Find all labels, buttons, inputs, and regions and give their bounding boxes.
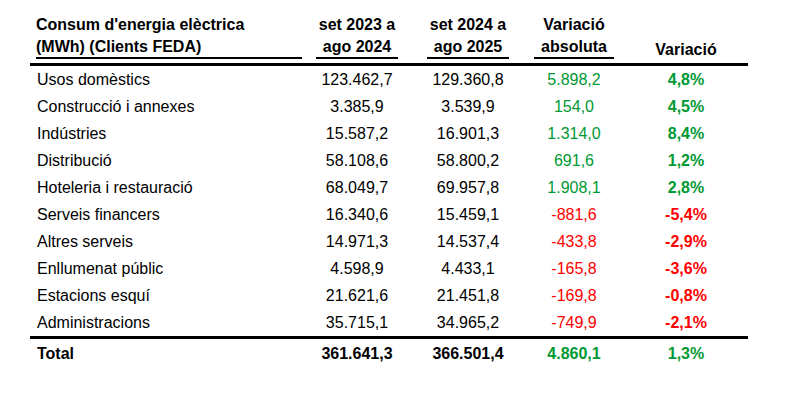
header-period-prev-line2: ago 2024: [316, 36, 398, 59]
header-consumption-title: Consum d'energia elèctrica (MWh) (Client…: [30, 13, 302, 65]
table-row: Indústries 15.587,2 16.901,3 1.314,0 8,4…: [30, 120, 748, 147]
row-variation-abs: -169,8: [524, 282, 624, 309]
row-value-curr: 14.537,4: [412, 228, 524, 255]
row-value-prev: 3.385,9: [302, 93, 412, 120]
header-period-prev-line1: set 2023 a: [302, 13, 412, 36]
row-variation-abs: 691,6: [524, 147, 624, 174]
header-consumption-title-line2: (MWh) (Clients FEDA): [36, 36, 302, 59]
row-value-prev: 35.715,1: [302, 309, 412, 338]
row-value-curr: 21.451,8: [412, 282, 524, 309]
row-value-curr: 58.800,2: [412, 147, 524, 174]
row-label: Administracions: [30, 309, 302, 338]
total-variation-pct: 1,3%: [624, 338, 748, 370]
row-variation-pct: 4,5%: [624, 93, 748, 120]
total-value-curr: 366.501,4: [412, 338, 524, 370]
total-label: Total: [30, 338, 302, 370]
table-footer: Total 361.641,3 366.501,4 4.860,1 1,3%: [30, 338, 748, 370]
row-variation-abs: -881,6: [524, 201, 624, 228]
header-period-curr-line1: set 2024 a: [412, 13, 524, 36]
table-row: Enllumenat públic 4.598,9 4.433,1 -165,8…: [30, 255, 748, 282]
energy-consumption-table: Consum d'energia elèctrica (MWh) (Client…: [30, 13, 748, 369]
row-variation-abs: 5.898,2: [524, 65, 624, 94]
row-variation-pct: -5,4%: [624, 201, 748, 228]
header-variation-absolute-line2: absoluta: [534, 36, 614, 59]
table-header-row: Consum d'energia elèctrica (MWh) (Client…: [30, 13, 748, 65]
table-row: Serveis financers 16.340,6 15.459,1 -881…: [30, 201, 748, 228]
table-body: Usos domèstics 123.462,7 129.360,8 5.898…: [30, 65, 748, 338]
header-variation-percent: Variació: [624, 13, 748, 65]
row-label: Enllumenat públic: [30, 255, 302, 282]
header-variation-absolute-line1: Variació: [524, 13, 624, 36]
row-label: Estacions esquí: [30, 282, 302, 309]
row-value-curr: 69.957,8: [412, 174, 524, 201]
row-label: Construcció i annexes: [30, 93, 302, 120]
table-total-row: Total 361.641,3 366.501,4 4.860,1 1,3%: [30, 338, 748, 370]
row-value-curr: 34.965,2: [412, 309, 524, 338]
row-label: Serveis financers: [30, 201, 302, 228]
row-variation-abs: 1.908,1: [524, 174, 624, 201]
header-period-curr: set 2024 a ago 2025: [412, 13, 524, 65]
header-period-curr-line2: ago 2025: [427, 36, 509, 59]
header-variation-absolute: Variació absoluta: [524, 13, 624, 65]
row-value-curr: 15.459,1: [412, 201, 524, 228]
header-period-prev: set 2023 a ago 2024: [302, 13, 412, 65]
row-variation-pct: -2,1%: [624, 309, 748, 338]
total-variation-abs: 4.860,1: [524, 338, 624, 370]
total-value-prev: 361.641,3: [302, 338, 412, 370]
row-value-prev: 58.108,6: [302, 147, 412, 174]
row-variation-pct: -3,6%: [624, 255, 748, 282]
row-value-curr: 3.539,9: [412, 93, 524, 120]
row-label: Hoteleria i restauració: [30, 174, 302, 201]
row-variation-pct: 2,8%: [624, 174, 748, 201]
row-variation-abs: 1.314,0: [524, 120, 624, 147]
row-variation-pct: 8,4%: [624, 120, 748, 147]
table-row: Estacions esquí 21.621,6 21.451,8 -169,8…: [30, 282, 748, 309]
row-label: Altres serveis: [30, 228, 302, 255]
table-row: Distribució 58.108,6 58.800,2 691,6 1,2%: [30, 147, 748, 174]
row-value-prev: 14.971,3: [302, 228, 412, 255]
table-row: Hoteleria i restauració 68.049,7 69.957,…: [30, 174, 748, 201]
row-value-prev: 68.049,7: [302, 174, 412, 201]
row-variation-abs: -749,9: [524, 309, 624, 338]
table-row: Administracions 35.715,1 34.965,2 -749,9…: [30, 309, 748, 338]
row-value-prev: 16.340,6: [302, 201, 412, 228]
row-variation-abs: -433,8: [524, 228, 624, 255]
table-header: Consum d'energia elèctrica (MWh) (Client…: [30, 13, 748, 65]
row-value-curr: 16.901,3: [412, 120, 524, 147]
row-label: Usos domèstics: [30, 65, 302, 94]
row-value-prev: 15.587,2: [302, 120, 412, 147]
row-variation-pct: -2,9%: [624, 228, 748, 255]
row-value-prev: 123.462,7: [302, 65, 412, 94]
row-label: Distribució: [30, 147, 302, 174]
table-row: Altres serveis 14.971,3 14.537,4 -433,8 …: [30, 228, 748, 255]
row-value-prev: 4.598,9: [302, 255, 412, 282]
table-row: Construcció i annexes 3.385,9 3.539,9 15…: [30, 93, 748, 120]
row-variation-abs: 154,0: [524, 93, 624, 120]
row-variation-pct: -0,8%: [624, 282, 748, 309]
row-label: Indústries: [30, 120, 302, 147]
table-row: Usos domèstics 123.462,7 129.360,8 5.898…: [30, 65, 748, 94]
row-value-prev: 21.621,6: [302, 282, 412, 309]
row-variation-pct: 4,8%: [624, 65, 748, 94]
row-value-curr: 4.433,1: [412, 255, 524, 282]
row-variation-abs: -165,8: [524, 255, 624, 282]
row-value-curr: 129.360,8: [412, 65, 524, 94]
header-consumption-title-line1: Consum d'energia elèctrica: [36, 13, 302, 36]
row-variation-pct: 1,2%: [624, 147, 748, 174]
